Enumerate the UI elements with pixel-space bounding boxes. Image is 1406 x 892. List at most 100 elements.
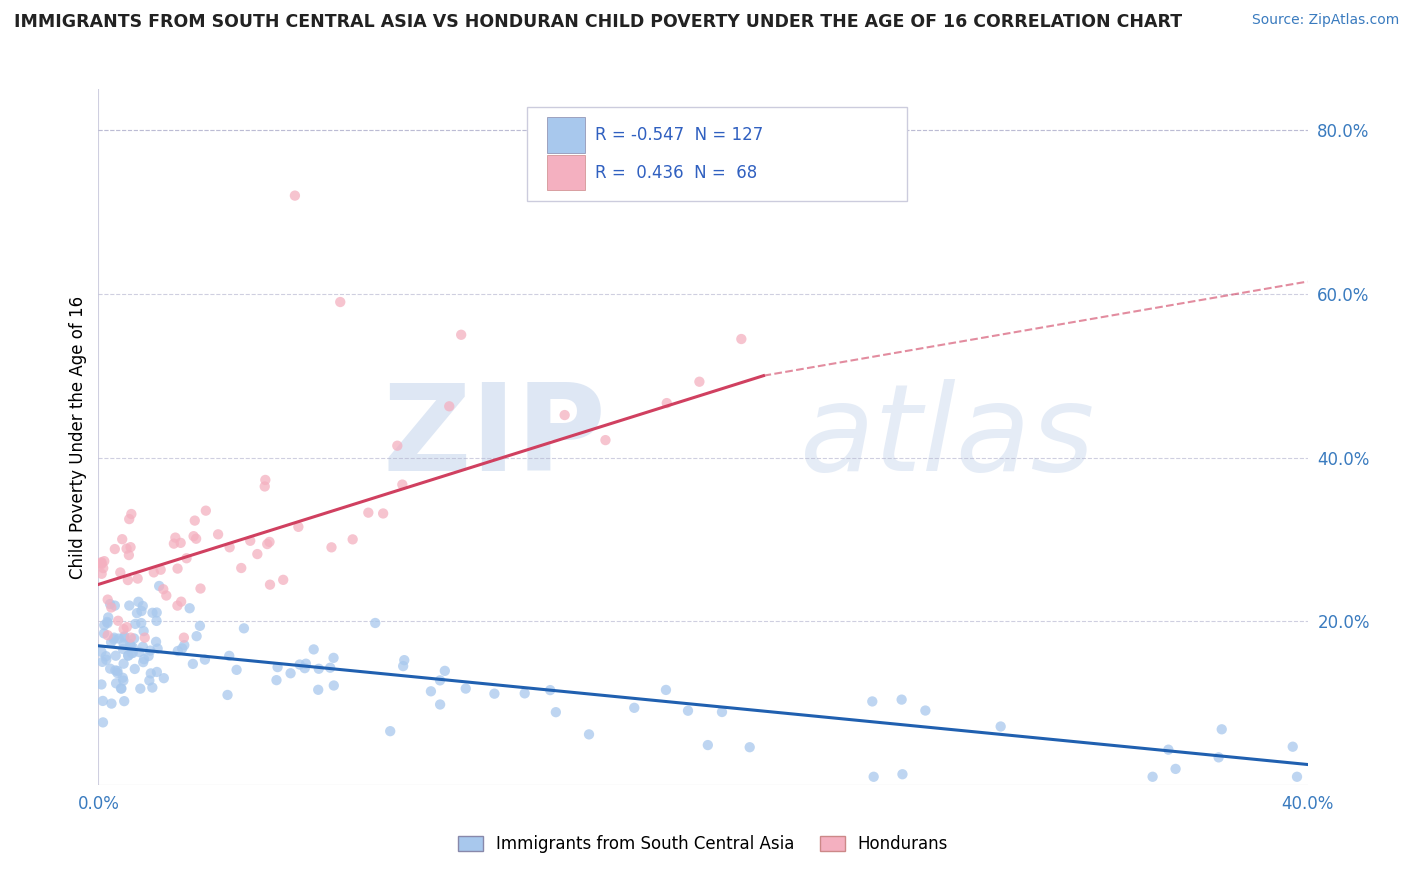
Point (120, 631, 142, 645)
Point (357, 506, 380, 520)
Point (97, 610, 120, 624)
Point (294, 661, 316, 675)
Point (253, 479, 276, 493)
Point (231, 561, 253, 575)
Point (90, 566, 112, 581)
Point (730, 332, 752, 346)
Point (280, 666, 302, 681)
Point (146, 665, 169, 679)
Point (91, 694, 114, 708)
Point (142, 566, 165, 580)
Point (148, 579, 170, 593)
Point (122, 632, 145, 646)
Point (97, 628, 120, 642)
Point (132, 640, 155, 654)
Point (207, 527, 229, 541)
Point (321, 541, 343, 555)
Point (696, 738, 718, 752)
Point (246, 547, 269, 561)
Point (259, 577, 281, 591)
Point (287, 520, 309, 534)
Point (392, 659, 415, 673)
Point (129, 681, 152, 696)
Point (117, 648, 139, 663)
Point (433, 664, 456, 678)
Point (1285, 770, 1308, 784)
Point (891, 767, 914, 781)
Point (194, 652, 217, 666)
Point (990, 719, 1012, 733)
Point (103, 631, 125, 645)
Point (173, 631, 195, 645)
Point (96, 653, 118, 667)
Point (90, 555, 112, 569)
Point (100, 600, 122, 615)
Point (152, 582, 174, 597)
Point (239, 533, 262, 548)
Point (93, 618, 115, 632)
Point (914, 704, 936, 718)
Point (163, 536, 186, 550)
Point (153, 671, 176, 685)
Point (1281, 739, 1303, 754)
Point (322, 679, 344, 693)
Point (295, 657, 318, 671)
Point (284, 188, 307, 202)
Point (121, 640, 143, 655)
Point (134, 631, 156, 645)
Point (484, 687, 506, 701)
Point (110, 681, 132, 696)
Point (131, 604, 153, 618)
Point (139, 643, 162, 657)
Point (217, 688, 239, 702)
Point (97, 592, 120, 607)
Point (373, 507, 395, 521)
Point (186, 629, 208, 643)
Point (107, 614, 129, 628)
Point (184, 514, 207, 528)
Point (120, 540, 142, 554)
Point (676, 704, 699, 718)
Point (307, 682, 329, 697)
Point (103, 632, 125, 647)
Point (98, 662, 121, 676)
Point (149, 563, 172, 577)
Point (112, 694, 135, 708)
Point (271, 573, 294, 587)
Point (655, 396, 678, 410)
Point (117, 573, 139, 587)
Point (166, 599, 188, 613)
Point (124, 662, 146, 676)
Point (145, 614, 167, 628)
Text: Source: ZipAtlas.com: Source: ZipAtlas.com (1251, 13, 1399, 28)
Point (302, 642, 325, 657)
Point (107, 666, 129, 681)
Point (190, 582, 212, 596)
Point (120, 640, 142, 654)
Point (90, 556, 112, 570)
Point (138, 648, 160, 663)
Point (141, 606, 163, 620)
Point (120, 507, 142, 521)
Point (91, 561, 114, 575)
Point (688, 375, 710, 389)
Point (139, 666, 162, 681)
Point (118, 599, 141, 613)
Point (364, 615, 387, 630)
Point (319, 661, 342, 675)
Point (738, 740, 761, 755)
Point (138, 673, 160, 688)
Point (127, 595, 149, 609)
Point (513, 686, 536, 700)
Point (860, 694, 883, 708)
Point (391, 477, 413, 491)
Point (218, 541, 240, 555)
Point (862, 770, 884, 784)
Point (104, 648, 127, 663)
Point (387, 439, 409, 453)
Point (288, 657, 311, 672)
Point (1211, 723, 1233, 737)
Point (454, 681, 477, 696)
Point (266, 660, 288, 674)
Point (429, 673, 451, 688)
